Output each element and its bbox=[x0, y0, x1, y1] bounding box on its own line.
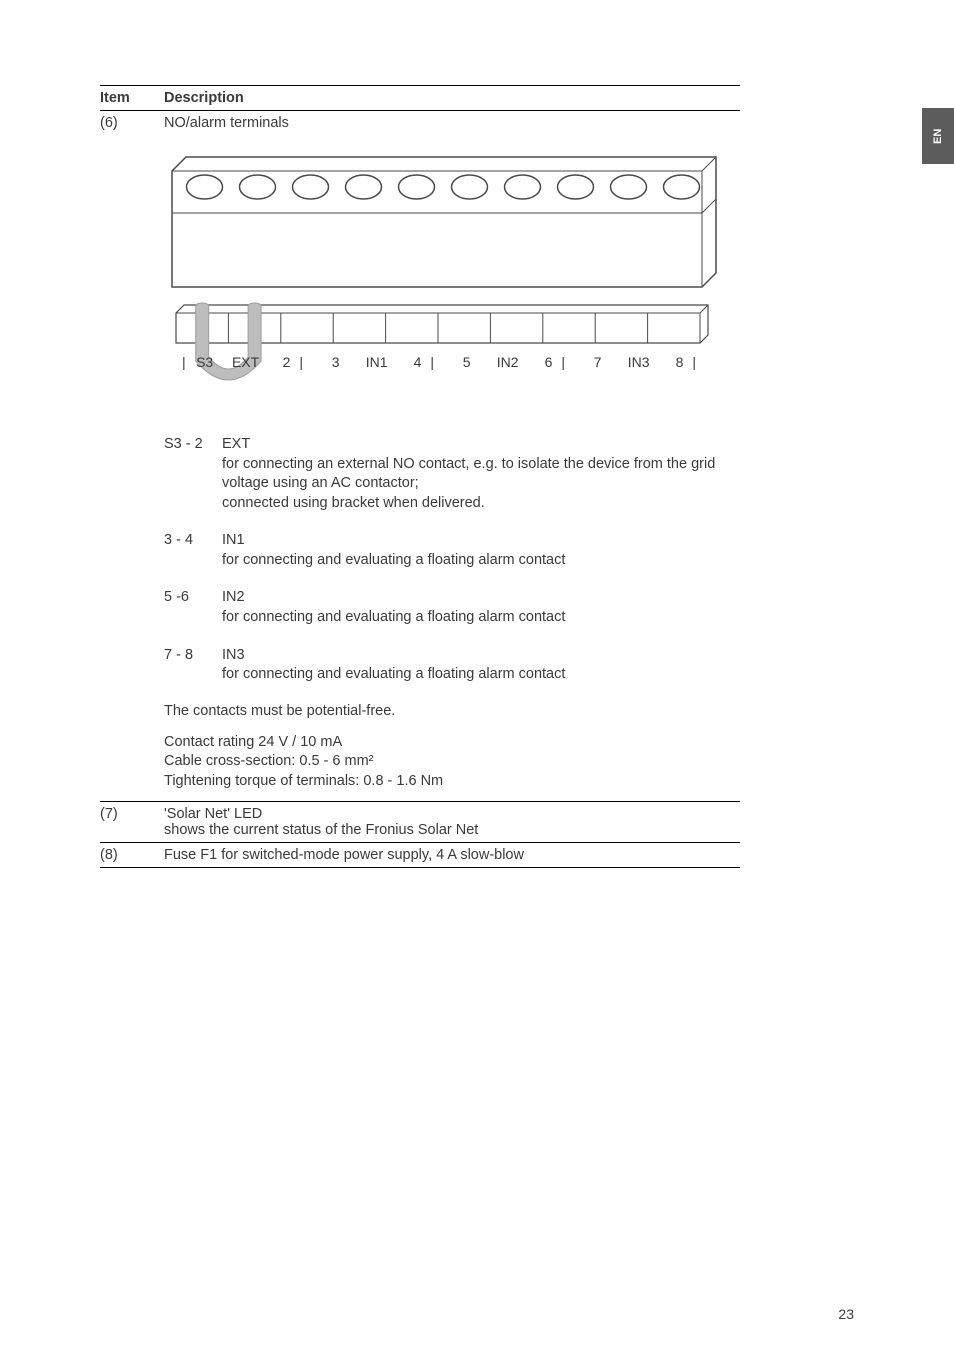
svg-text:IN2: IN2 bbox=[497, 354, 519, 370]
definition-label: IN2 bbox=[222, 588, 565, 608]
note-text: The contacts must be potential-free. bbox=[164, 703, 734, 719]
item-number: (7) bbox=[100, 802, 164, 843]
definition-text: for connecting and evaluating a floating… bbox=[222, 665, 565, 685]
definition-label: IN3 bbox=[222, 646, 565, 666]
definition-key: 3 - 4 bbox=[164, 531, 222, 570]
description-table: Item Description (6)NO/alarm terminals | S… bbox=[100, 85, 740, 868]
svg-text:3: 3 bbox=[332, 354, 340, 370]
svg-text:2: 2 bbox=[283, 354, 291, 370]
terminal-definition: 3 - 4IN1for connecting and evaluating a … bbox=[164, 531, 734, 570]
item-number: (8) bbox=[100, 843, 164, 868]
item-subtitle: shows the current status of the Fronius … bbox=[164, 822, 734, 838]
definition-key: S3 - 2 bbox=[164, 435, 222, 513]
terminal-definition: 5 -6IN2for connecting and evaluating a f… bbox=[164, 588, 734, 627]
definition-key: 7 - 8 bbox=[164, 646, 222, 685]
item-title: 'Solar Net' LED bbox=[164, 806, 734, 822]
svg-text:7: 7 bbox=[594, 354, 602, 370]
definition-text: for connecting an external NO contact, e… bbox=[222, 455, 734, 514]
header-item: Item bbox=[100, 86, 164, 111]
svg-text:4: 4 bbox=[414, 354, 422, 370]
definition-text: for connecting and evaluating a floating… bbox=[222, 551, 565, 571]
svg-text:|: | bbox=[430, 354, 434, 370]
svg-text:IN3: IN3 bbox=[628, 354, 650, 370]
svg-text:S3: S3 bbox=[196, 354, 213, 370]
item-title: NO/alarm terminals bbox=[164, 115, 734, 131]
item-description: 'Solar Net' LEDshows the current status … bbox=[164, 802, 740, 843]
svg-text:5: 5 bbox=[463, 354, 471, 370]
definition-key: 5 -6 bbox=[164, 588, 222, 627]
svg-text:|: | bbox=[692, 354, 696, 370]
item-description: Fuse F1 for switched-mode power supply, … bbox=[164, 843, 740, 868]
terminal-definition: 7 - 8IN3for connecting and evaluating a … bbox=[164, 646, 734, 685]
definition-text: for connecting and evaluating a floating… bbox=[222, 608, 565, 628]
svg-text:EXT: EXT bbox=[232, 354, 260, 370]
svg-text:|: | bbox=[182, 354, 186, 370]
definition-label: EXT bbox=[222, 435, 734, 455]
definition-label: IN1 bbox=[222, 531, 565, 551]
svg-text:8: 8 bbox=[676, 354, 684, 370]
svg-text:|: | bbox=[299, 354, 303, 370]
terminal-diagram: | S3 EXT 2 | 3 IN1 4 | 5 IN2 6 | 7 IN3 8 | bbox=[164, 147, 724, 397]
header-description: Description bbox=[164, 86, 740, 111]
terminal-definition: S3 - 2EXTfor connecting an external NO c… bbox=[164, 435, 734, 513]
specifications: Contact rating 24 V / 10 mACable cross-s… bbox=[164, 733, 734, 792]
item-title: Fuse F1 for switched-mode power supply, … bbox=[164, 847, 734, 863]
svg-text:6: 6 bbox=[545, 354, 553, 370]
svg-text:|: | bbox=[561, 354, 565, 370]
page-number: 23 bbox=[838, 1306, 854, 1322]
item-number: (6) bbox=[100, 111, 164, 802]
language-tab: EN bbox=[922, 108, 954, 164]
item-description: NO/alarm terminals | S3 EXT 2 | 3 IN1 4 | 5 IN2 6 | 7 I… bbox=[164, 111, 740, 802]
svg-text:IN1: IN1 bbox=[366, 354, 388, 370]
